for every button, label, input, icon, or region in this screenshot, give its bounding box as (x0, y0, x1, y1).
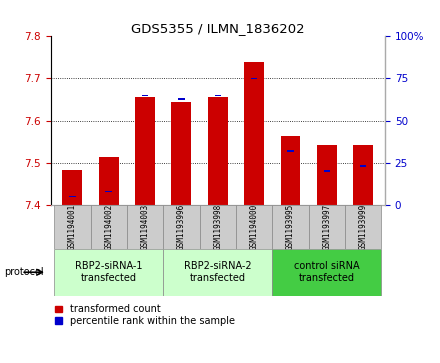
Bar (106, 191, 112, 192)
FancyBboxPatch shape (345, 205, 381, 249)
FancyBboxPatch shape (272, 205, 309, 249)
FancyBboxPatch shape (54, 249, 163, 296)
Text: GSM1193998: GSM1193998 (213, 204, 222, 250)
Bar (99, 156, 119, 205)
Bar (172, 102, 191, 205)
Legend: transformed count, percentile rank within the sample: transformed count, percentile rank withi… (55, 304, 235, 326)
Bar (244, 62, 264, 205)
Bar (360, 166, 367, 167)
Text: RBP2-siRNA-2
transfected: RBP2-siRNA-2 transfected (184, 261, 252, 283)
Text: RBP2-siRNA-1
transfected: RBP2-siRNA-1 transfected (75, 261, 143, 283)
Bar (62, 170, 82, 205)
Text: GSM1194001: GSM1194001 (68, 204, 77, 250)
Bar (281, 136, 301, 205)
Title: GDS5355 / ILMN_1836202: GDS5355 / ILMN_1836202 (131, 22, 304, 35)
Bar (69, 196, 76, 197)
Text: GSM1194002: GSM1194002 (104, 204, 113, 250)
Text: GSM1193997: GSM1193997 (323, 204, 331, 250)
FancyBboxPatch shape (127, 205, 163, 249)
FancyBboxPatch shape (236, 205, 272, 249)
FancyBboxPatch shape (163, 249, 272, 296)
Text: protocol: protocol (4, 267, 44, 277)
Bar (323, 171, 330, 172)
Bar (287, 150, 294, 152)
Bar (215, 94, 221, 96)
Text: control siRNA
transfected: control siRNA transfected (294, 261, 359, 283)
Bar (208, 98, 228, 205)
FancyBboxPatch shape (163, 205, 200, 249)
Text: GSM1194003: GSM1194003 (141, 204, 150, 250)
Text: GSM1194000: GSM1194000 (249, 204, 259, 250)
Bar (135, 98, 155, 205)
Bar (251, 78, 257, 79)
FancyBboxPatch shape (272, 249, 381, 296)
Bar (353, 145, 373, 205)
FancyBboxPatch shape (200, 205, 236, 249)
Bar (317, 145, 337, 205)
FancyBboxPatch shape (91, 205, 127, 249)
Bar (178, 98, 185, 99)
FancyBboxPatch shape (309, 205, 345, 249)
Text: GSM1193995: GSM1193995 (286, 204, 295, 250)
Text: GSM1193999: GSM1193999 (359, 204, 368, 250)
FancyBboxPatch shape (54, 205, 91, 249)
Text: GSM1193996: GSM1193996 (177, 204, 186, 250)
Bar (142, 94, 148, 96)
